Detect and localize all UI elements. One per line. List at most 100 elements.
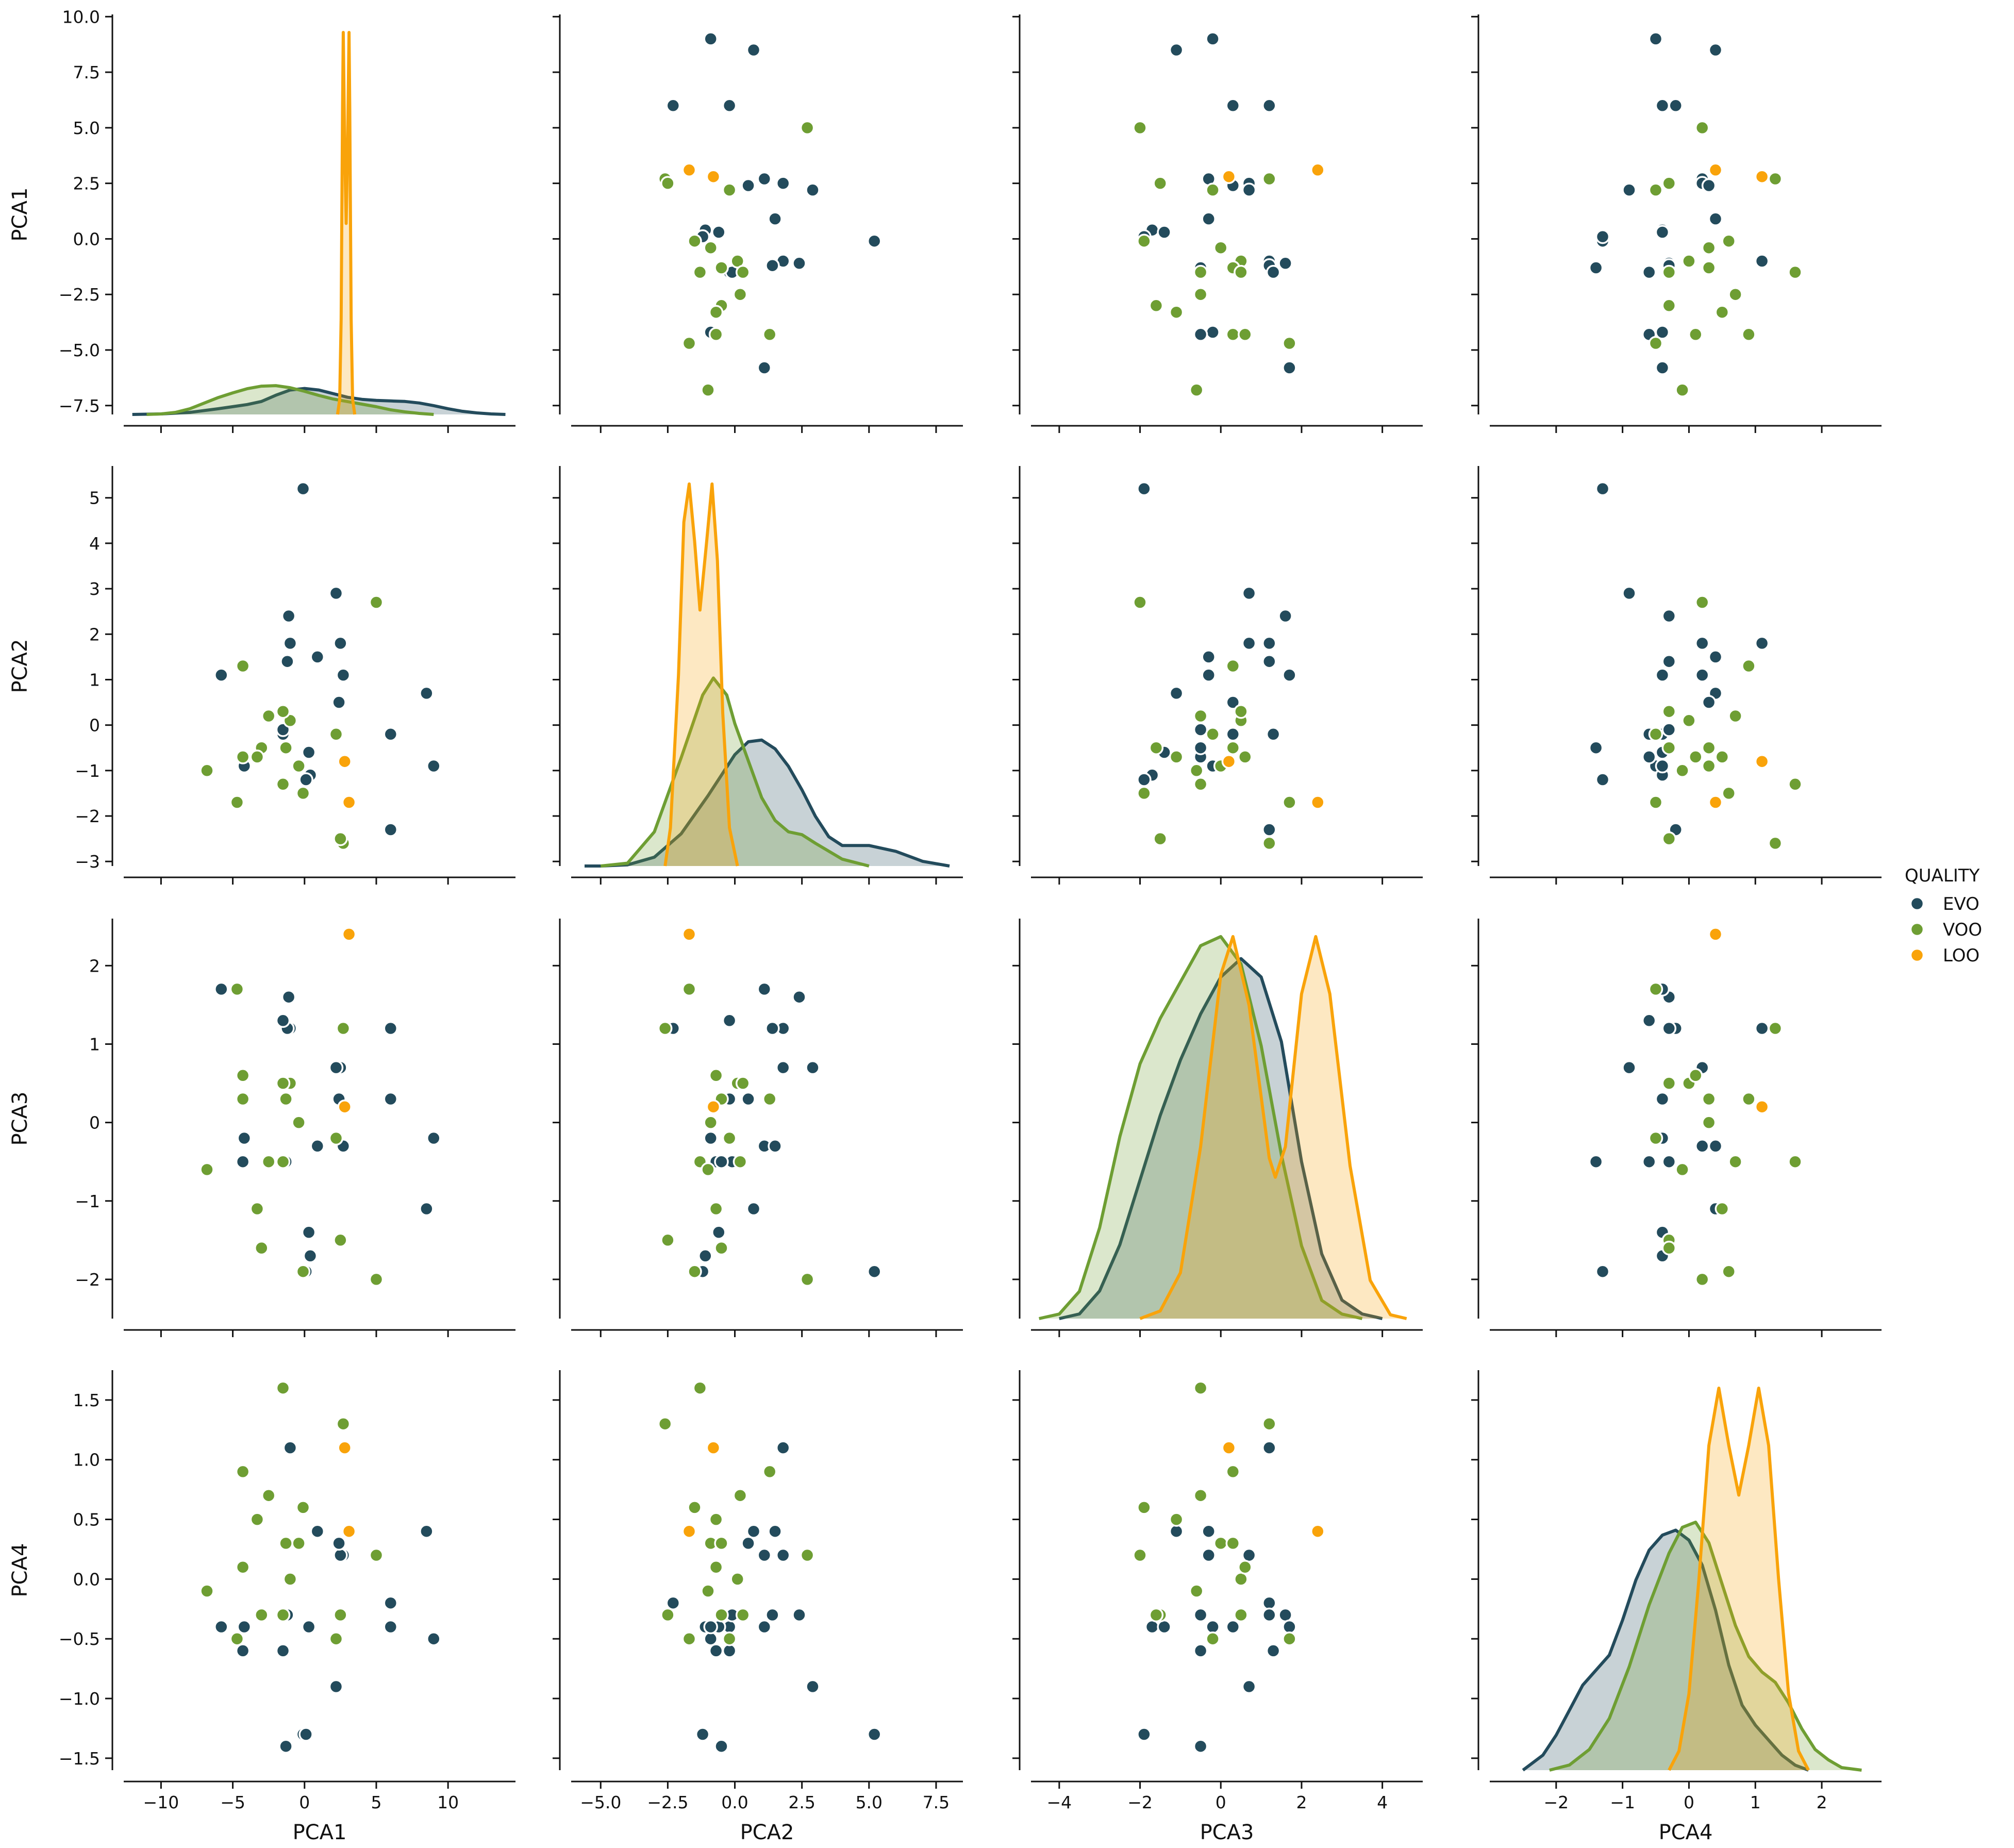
point-evo [757, 360, 772, 375]
point-voo [722, 182, 737, 197]
point-voo [333, 1607, 348, 1623]
point-voo [1238, 1559, 1253, 1575]
point-evo [1708, 1139, 1723, 1154]
point-evo [1641, 264, 1657, 280]
point-evo [775, 1060, 791, 1075]
point-evo [757, 981, 772, 997]
point-voo [1675, 1162, 1690, 1177]
point-voo [1715, 1201, 1730, 1217]
point-evo [1648, 31, 1663, 46]
point-voo [657, 1416, 673, 1431]
kde-fill-loo [1669, 1388, 1809, 1770]
point-loo [1310, 795, 1325, 810]
point-voo [1133, 120, 1147, 136]
point-evo [1661, 608, 1677, 624]
y-axis-label: PCA3 [8, 1092, 32, 1146]
point-voo [701, 1584, 715, 1599]
legend-label-voo: VOO [1943, 920, 1982, 940]
point-evo [1595, 481, 1610, 496]
point-voo [333, 1233, 348, 1248]
point-voo [1688, 750, 1703, 764]
point-loo [337, 1440, 352, 1455]
point-voo [328, 727, 344, 742]
point-loo [681, 162, 697, 178]
point-voo [735, 1076, 751, 1091]
point-evo [711, 225, 726, 240]
point-voo [1661, 831, 1677, 846]
point-evo [1262, 1440, 1277, 1455]
point-evo [1622, 586, 1637, 601]
point-evo [1193, 1739, 1208, 1754]
point-loo [1310, 1524, 1325, 1539]
point-evo [383, 1595, 398, 1610]
point-evo [1241, 1547, 1257, 1563]
point-voo [1234, 1607, 1249, 1623]
point-voo [275, 1380, 291, 1395]
point-voo [1225, 740, 1241, 755]
point-loo [681, 1524, 697, 1539]
point-loo [706, 1440, 721, 1455]
point-loo [1708, 927, 1723, 942]
point-voo [336, 1416, 351, 1431]
point-voo [282, 1572, 298, 1587]
point-voo [1262, 836, 1277, 851]
point-evo [768, 1524, 783, 1539]
point-evo [1282, 668, 1297, 682]
point-voo [1137, 234, 1152, 248]
point-evo [1282, 1619, 1297, 1635]
point-voo [1133, 1547, 1147, 1563]
point-evo [298, 772, 313, 787]
kde-line-evo [1522, 1528, 1809, 1772]
y-tick-label: 2 [89, 956, 100, 976]
y-tick-label: 4 [89, 534, 100, 554]
point-voo [291, 1115, 306, 1130]
point-voo [1701, 1091, 1717, 1107]
point-evo [775, 1547, 791, 1563]
point-evo [235, 1643, 251, 1658]
point-voo [1682, 713, 1696, 728]
point-evo [1754, 636, 1770, 651]
panel-pca1-vs-pca1: −7.5 −5.0 −2.5 0.0 2.5 5.0 7.5 10.0 PCA1 [8, 7, 515, 433]
kde-fill-loo [665, 484, 738, 866]
point-evo [1655, 225, 1670, 240]
point-voo [1648, 795, 1663, 810]
point-voo [1225, 327, 1241, 342]
kde-line-loo [1668, 1386, 1810, 1771]
point-evo [665, 1595, 681, 1610]
y-tick-label: −3 [75, 852, 100, 872]
point-voo [1205, 182, 1220, 197]
kde-fill-voo [601, 678, 869, 866]
x-axis-label: PCA4 [1659, 1821, 1713, 1844]
point-evo [757, 171, 772, 187]
point-voo [1225, 1536, 1241, 1551]
point-loo [706, 1099, 721, 1114]
y-tick-label: 0 [89, 1113, 100, 1133]
point-voo [249, 1512, 265, 1527]
point-evo [328, 1679, 344, 1694]
y-tick-label: 0 [89, 715, 100, 736]
y-tick-label: −5.0 [59, 340, 100, 360]
point-voo [1721, 786, 1736, 801]
y-tick-label: 5.0 [73, 118, 100, 138]
point-voo [1137, 1500, 1152, 1515]
point-evo [867, 1727, 882, 1742]
point-evo [1201, 1547, 1216, 1563]
point-voo [1661, 298, 1677, 313]
x-tick-label: 0.0 [721, 1792, 748, 1812]
point-voo [1213, 1536, 1228, 1551]
point-evo [1169, 42, 1184, 58]
panel-pca4-vs-pca4: −2 −1 0 1 2 PCA4 [1471, 1370, 1882, 1844]
point-voo [701, 1162, 715, 1177]
point-evo [1655, 668, 1670, 682]
point-voo [714, 260, 729, 275]
point-voo [1715, 305, 1730, 320]
point-voo [762, 1091, 777, 1107]
point-evo [1225, 98, 1241, 113]
point-evo [1266, 264, 1281, 280]
point-voo [1721, 1264, 1736, 1279]
point-evo [1708, 211, 1723, 226]
point-voo [1728, 1154, 1743, 1169]
point-evo [1708, 42, 1723, 58]
point-evo [383, 822, 398, 837]
x-axis-label: PCA2 [740, 1821, 794, 1844]
